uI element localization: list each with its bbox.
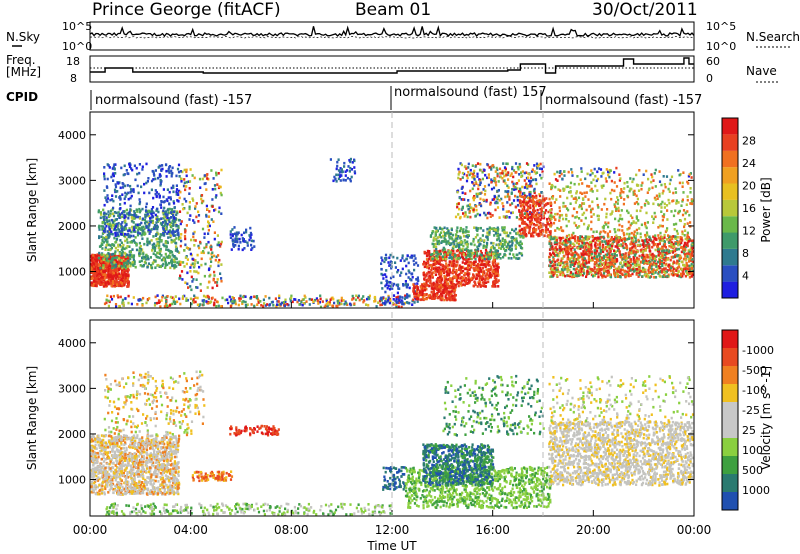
noise-left-bottom-tick: 10^0 — [62, 40, 92, 53]
x-tick-label-5: 20:00 — [576, 523, 611, 537]
freq-panel: Freq. [MHz] 18 8 60 0 Nave — [6, 53, 780, 85]
nave-tick-bottom: 0 — [706, 72, 713, 85]
freq-trace — [90, 58, 694, 73]
y-tick-label-3: 4000 — [58, 337, 86, 350]
nave-tick-top: 60 — [706, 55, 720, 68]
noise-right-top-tick: 10^5 — [706, 20, 736, 33]
freq-line — [90, 58, 694, 73]
n-search-label: N.Search — [746, 30, 800, 44]
colorbar-tick-1: 8 — [742, 247, 749, 260]
x-tick-label-6: 00:00 — [677, 523, 712, 537]
x-tick-label-0: 00:00 — [73, 523, 108, 537]
rti-plot: Prince George (fitACF) Beam 01 30/Oct/20… — [0, 0, 800, 554]
velocity-panel: 1000 2000 3000 4000 Slant Range [km] — [25, 320, 694, 516]
colorbar-tick-4: 20 — [742, 180, 756, 193]
colorbar-tick-0: 4 — [742, 270, 749, 283]
freq-tick-top: 18 — [66, 55, 80, 68]
cpid-segment-2: normalsound (fast) 157 — [394, 85, 547, 100]
colorbar-tick-3: 16 — [742, 202, 756, 215]
freq-tick-bottom: 8 — [70, 72, 77, 85]
n-sky-line — [90, 26, 694, 36]
date-label: 30/Oct/2011 — [592, 0, 698, 20]
n-search-line — [90, 37, 694, 39]
cpid-segment-1: normalsound (fast) -157 — [95, 93, 252, 108]
y-tick-label-2: 3000 — [58, 174, 86, 187]
y-tick-label-1: 2000 — [58, 220, 86, 233]
power-y-label: Slant Range [km] — [25, 158, 39, 262]
power-panel: 1000 2000 3000 4000 Slant Range [km] — [25, 112, 694, 308]
cpid-row: CPID normalsound (fast) -157 normalsound… — [6, 85, 702, 110]
velocity-y-label: Slant Range [km] — [25, 366, 39, 470]
colorbar-tick-5: 24 — [742, 157, 756, 170]
cpid-segment-3: normalsound (fast) -157 — [545, 93, 702, 108]
x-tick-label-2: 08:00 — [274, 523, 309, 537]
noise-panel: N.Sky 10^5 10^0 10^5 10^0 N.Search — [6, 20, 800, 53]
colorbar-tick-0: 1000 — [742, 484, 770, 497]
nave-label: Nave — [746, 64, 777, 78]
y-tick-label-1: 2000 — [58, 428, 86, 441]
x-tick-label-1: 04:00 — [173, 523, 208, 537]
beam-label: Beam 01 — [355, 0, 431, 20]
noise-left-top-tick: 10^5 — [62, 20, 92, 33]
colorbar-tick-2: 12 — [742, 225, 756, 238]
y-tick-label-2: 3000 — [58, 382, 86, 395]
velocity-colorbar-label: Velocity [m s^-1] — [759, 366, 773, 470]
x-axis-label: Time UT — [366, 539, 417, 553]
y-tick-label-0: 1000 — [58, 266, 86, 279]
x-tick-label-4: 16:00 — [475, 523, 510, 537]
y-tick-label-3: 4000 — [58, 129, 86, 142]
cpid-label: CPID — [6, 90, 38, 104]
n-sky-label: N.Sky — [6, 30, 40, 44]
noise-right-bottom-tick: 10^0 — [706, 40, 736, 53]
power-colorbar-label: Power [dB] — [759, 177, 773, 242]
colorbar-tick-7: -1000 — [742, 344, 774, 357]
freq-unit: [MHz] — [6, 65, 41, 79]
colorbar-tick-3: 25 — [742, 424, 756, 437]
colorbar-tick-4: -25 — [742, 404, 760, 417]
station-title: Prince George (fitACF) — [92, 0, 281, 20]
noise-trace — [90, 26, 694, 38]
colorbar-tick-6: 28 — [742, 135, 756, 148]
x-tick-label-3: 12:00 — [375, 523, 410, 537]
y-tick-label-0: 1000 — [58, 474, 86, 487]
power-colorbar: 4 8 12 16 20 24 28 — [722, 118, 756, 298]
